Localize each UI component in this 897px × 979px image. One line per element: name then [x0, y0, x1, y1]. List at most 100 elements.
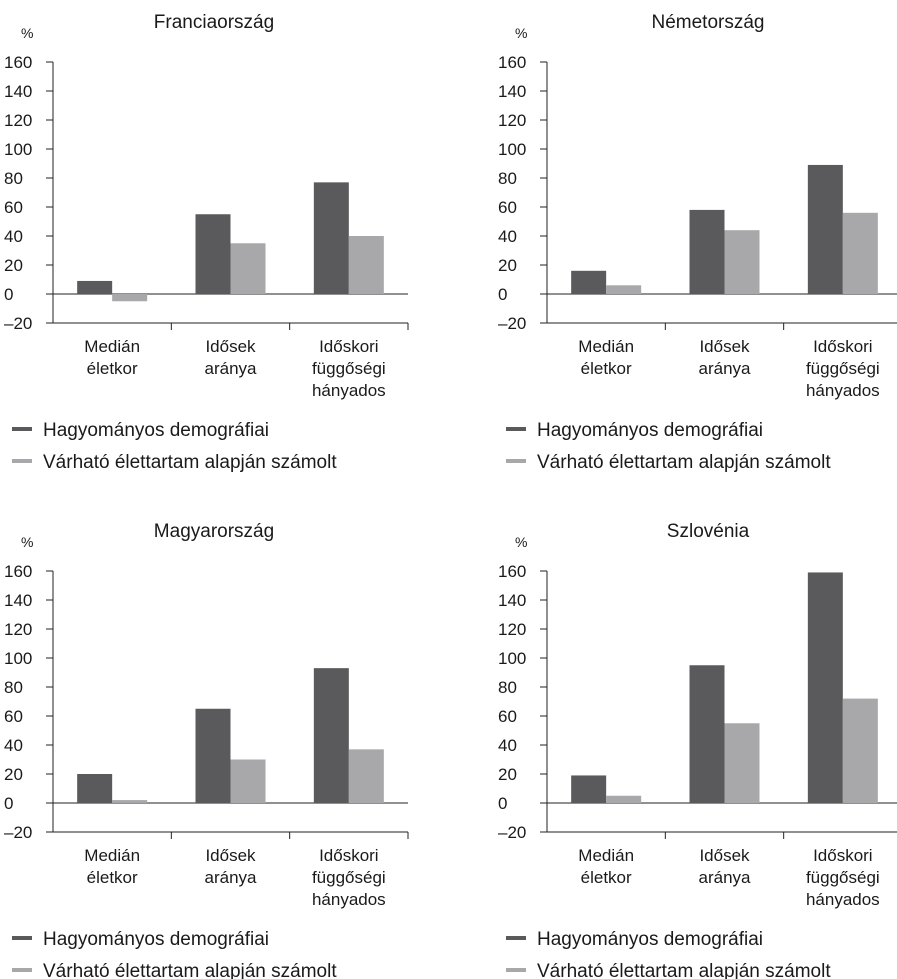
legend-label: Várható élettartam alapján számolt	[537, 961, 831, 979]
x-category-label: Medián	[578, 337, 634, 356]
bar-series1-cat2	[689, 209, 725, 294]
bar-series2-cat3	[348, 236, 384, 294]
x-category-label: függőségi	[312, 868, 386, 887]
bar-series1-cat2	[689, 665, 725, 803]
legend-label: Várható élettartam alapján számolt	[537, 452, 831, 473]
legend-swatch-1	[506, 427, 526, 431]
bar-series2-cat1	[606, 285, 642, 294]
y-tick-label: 20	[498, 256, 517, 275]
y-tick-label: 160	[498, 562, 526, 581]
x-category-label: függőségi	[312, 359, 386, 378]
legend-label: Várható élettartam alapján számolt	[43, 961, 337, 979]
x-category-label: Idősek	[699, 846, 750, 865]
x-category-label: életkor	[581, 868, 632, 887]
chart-title: Németország	[652, 12, 765, 33]
legend-swatch-2	[12, 459, 32, 463]
y-axis-unit-label: %	[515, 534, 527, 550]
x-category-label: függőségi	[806, 359, 880, 378]
y-tick-label: 0	[4, 794, 13, 813]
bar-series2-cat1	[112, 800, 148, 803]
legend-swatch-2	[506, 968, 526, 972]
legend-swatch-1	[12, 936, 32, 940]
x-category-label: Idősek	[205, 337, 256, 356]
legend-swatch-1	[506, 936, 526, 940]
y-tick-label: –20	[498, 314, 526, 333]
y-tick-label: 140	[4, 591, 32, 610]
legend-label: Hagyományos demográfiai	[537, 929, 763, 950]
x-category-label: életkor	[581, 359, 632, 378]
x-category-label: Idősek	[699, 337, 750, 356]
y-tick-label: 40	[498, 227, 517, 246]
y-axis-unit-label: %	[21, 534, 33, 550]
x-category-label: Időskori	[319, 846, 379, 865]
x-category-label: függőségi	[806, 868, 880, 887]
bar-series1-cat3	[807, 572, 843, 803]
chart-title: Franciaország	[154, 12, 274, 33]
bar-series2-cat1	[606, 795, 642, 803]
y-tick-label: 60	[4, 707, 23, 726]
bar-series2-cat3	[842, 698, 878, 803]
x-category-label: Időskori	[319, 337, 379, 356]
y-tick-label: –20	[4, 314, 32, 333]
bar-series2-cat1	[112, 294, 148, 302]
y-tick-label: 0	[498, 794, 507, 813]
y-tick-label: 60	[498, 198, 517, 217]
bar-series1-cat1	[571, 775, 607, 803]
y-tick-label: 120	[4, 620, 32, 639]
x-category-label: hányados	[806, 381, 880, 400]
legend-swatch-2	[506, 459, 526, 463]
x-category-label: aránya	[205, 359, 258, 378]
y-tick-label: 40	[498, 736, 517, 755]
y-tick-label: 40	[4, 227, 23, 246]
x-category-label: hányados	[312, 890, 386, 909]
y-tick-label: 100	[4, 649, 32, 668]
x-category-label: életkor	[87, 868, 138, 887]
legend-swatch-2	[12, 968, 32, 972]
y-tick-label: 140	[498, 82, 526, 101]
bar-series1-cat3	[313, 182, 349, 294]
x-category-label: aránya	[699, 359, 752, 378]
bar-series2-cat2	[230, 243, 266, 294]
x-category-label: hányados	[312, 381, 386, 400]
bar-series1-cat2	[195, 214, 231, 294]
y-tick-label: 80	[4, 169, 23, 188]
bar-series1-cat3	[807, 164, 843, 294]
y-tick-label: 100	[4, 140, 32, 159]
bar-series1-cat1	[77, 774, 113, 803]
chart-panel-3: Magyarország% 160 140 120 100 80 60 40 20 0 –20 Med…	[4, 521, 409, 979]
y-tick-label: –20	[4, 823, 32, 842]
y-tick-label: 120	[498, 620, 526, 639]
y-axis-unit-label: %	[21, 25, 33, 41]
y-tick-label: 100	[498, 140, 526, 159]
legend-swatch-1	[12, 427, 32, 431]
y-tick-label: 120	[4, 111, 32, 130]
x-category-label: Medián	[84, 337, 140, 356]
bar-series2-cat3	[842, 212, 878, 294]
x-category-label: Idősek	[205, 846, 256, 865]
x-category-label: aránya	[205, 868, 258, 887]
y-axis-unit-label: %	[515, 25, 527, 41]
chart-panel-4: Szlovénia% 160 140 120 100 80 60 40 20 0 –20 Medián…	[498, 521, 897, 979]
legend-label: Hagyományos demográfiai	[43, 420, 269, 441]
bar-series2-cat2	[724, 723, 760, 803]
y-tick-label: 160	[4, 53, 32, 72]
x-category-label: Medián	[578, 846, 634, 865]
y-tick-label: 80	[498, 678, 517, 697]
y-tick-label: 160	[498, 53, 526, 72]
chart-title: Szlovénia	[667, 521, 750, 542]
y-tick-label: 20	[4, 765, 23, 784]
y-tick-label: 20	[4, 256, 23, 275]
chart-panel-1: Franciaország% 160 140 120 100 80 60 40 20 0 –20 Me…	[4, 12, 409, 473]
y-tick-label: 60	[498, 707, 517, 726]
y-tick-label: 140	[4, 82, 32, 101]
bar-series1-cat1	[571, 270, 607, 294]
y-tick-label: 80	[4, 678, 23, 697]
bar-series2-cat2	[230, 759, 266, 803]
y-tick-label: 140	[498, 591, 526, 610]
x-category-label: hányados	[806, 890, 880, 909]
y-tick-label: 100	[498, 649, 526, 668]
y-tick-label: 0	[4, 285, 13, 304]
y-tick-label: 40	[4, 736, 23, 755]
bar-series2-cat3	[348, 749, 384, 803]
y-tick-label: 0	[498, 285, 507, 304]
